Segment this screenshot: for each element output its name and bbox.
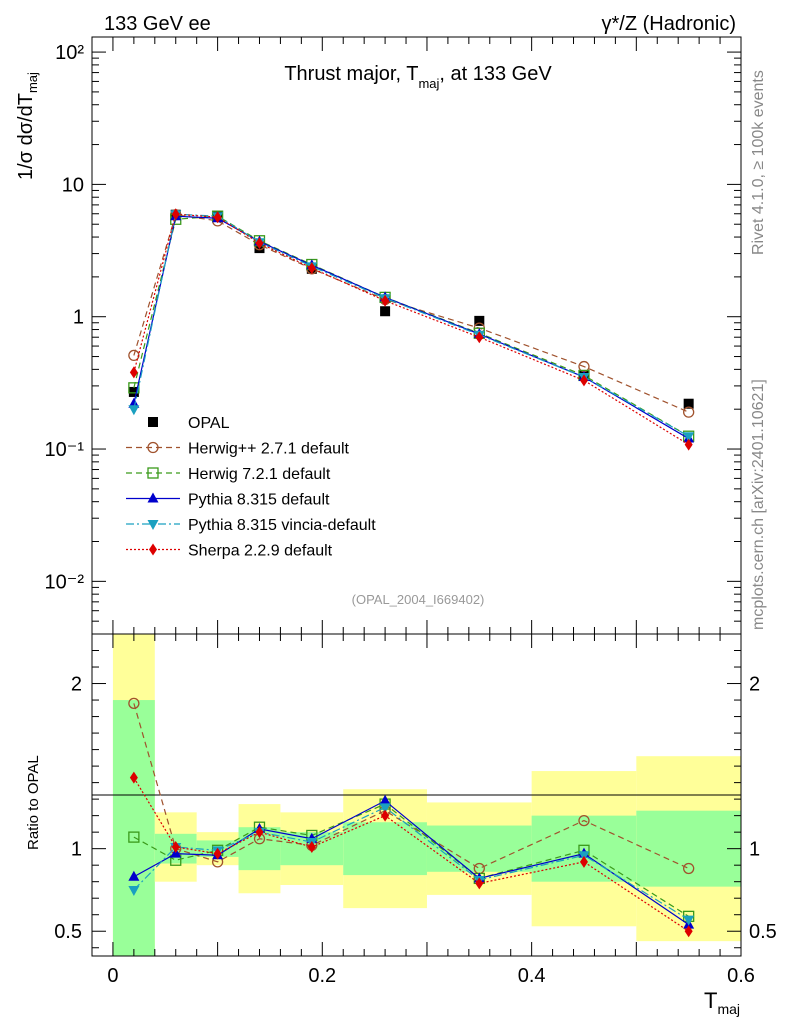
legend-label-2: Herwig 7.2.1 default <box>188 466 331 483</box>
main-panel: Thrust major, Tmaj, at 133 GeV 1/σ dσ/dT… <box>15 36 742 635</box>
ratio-series-5 <box>129 771 693 938</box>
legend-marker-0 <box>148 417 158 427</box>
main-point-s4-0 <box>128 405 140 416</box>
main-series-line-4 <box>133 213 689 437</box>
main-series-line-3 <box>133 215 689 440</box>
main-series-3 <box>128 210 695 443</box>
main-ylabel: 1/σ dσ/dTmaj <box>15 72 40 180</box>
main-ytick-label: 10 <box>62 174 84 196</box>
main-series-1 <box>128 209 695 418</box>
legend-label-5: Sherpa 2.2.9 default <box>188 543 333 560</box>
ratio-ytick-label-left: 2 <box>71 674 82 696</box>
legend-label-4: Pythia 8.315 vincia-default <box>188 517 376 534</box>
ratio-point-s5-4 <box>307 841 316 854</box>
main-point-s5-0 <box>129 366 138 379</box>
legend-marker-1 <box>147 441 159 454</box>
ratio-xlabel: Tmaj <box>704 988 740 1017</box>
ratio-point-s5-2 <box>213 847 222 860</box>
main-point-s5-6 <box>475 331 484 344</box>
main-point-s5-1 <box>171 208 180 221</box>
main-point-s0-8 <box>683 398 694 409</box>
ratio-panel: Ratio to OPAL Tmaj 0 0.2 0.4 0.6 2 2 1 1 0.5 0.5 <box>25 633 777 1017</box>
main-title: Thrust major, Tmaj, at 133 GeV <box>284 63 552 91</box>
main-point-s5-5 <box>381 294 390 307</box>
main-series-line-1 <box>133 214 689 413</box>
header-right: γ*/Z (Hadronic) <box>602 13 736 35</box>
main-ytick-label: 1 <box>73 307 84 329</box>
legend-marker-5 <box>149 543 157 556</box>
main-point-s1-8 <box>683 406 695 418</box>
legend-label-1: Herwig++ 2.7.1 default <box>188 441 350 458</box>
main-series-5 <box>129 208 693 451</box>
stat-band-bin-5 <box>343 822 427 876</box>
ratio-point-s5-1 <box>171 841 180 854</box>
stat-band-bin-0 <box>112 700 155 956</box>
main-point-s5-2 <box>213 211 222 224</box>
ratio-point-s5-5 <box>381 809 390 822</box>
main-point-s5-7 <box>579 374 588 387</box>
main-ytick-label: 10⁻² <box>45 571 85 593</box>
header-left: 133 GeV ee <box>104 13 211 35</box>
main-series-0 <box>128 209 694 409</box>
ratio-xtick-label: 0.6 <box>727 965 755 987</box>
main-series-line-2 <box>133 215 689 437</box>
legend-marker-3 <box>147 492 159 503</box>
ratio-point-s4-0 <box>128 885 140 896</box>
main-ytick-label: 10⁻¹ <box>45 439 85 461</box>
legend-label-0: OPAL <box>188 415 230 432</box>
ratio-point-s5-3 <box>255 826 264 839</box>
ratio-point-s4-5 <box>379 803 391 814</box>
ratio-point-s5-6 <box>475 877 484 890</box>
ratio-point-s1-7 <box>578 814 590 827</box>
watermark: (OPAL_2004_I669402) <box>352 592 485 607</box>
ratio-point-s5-8 <box>684 925 693 938</box>
legend-label-3: Pythia 8.315 default <box>188 492 330 509</box>
ratio-xtick-label: 0 <box>107 965 118 987</box>
ratio-ytick-label-right: 0.5 <box>749 921 777 943</box>
ratio-ytick-label-right: 2 <box>749 674 760 696</box>
ratio-point-s5-0 <box>129 771 138 784</box>
ratio-point-s4-8 <box>683 915 695 926</box>
main-point-s5-3 <box>255 237 264 250</box>
stat-band-bin-8 <box>636 810 741 887</box>
main-ytick-label: 10² <box>55 42 84 64</box>
side-text-bottom: mcplots.cern.ch [arXiv:2401.10621] <box>750 379 767 630</box>
main-point-s5-4 <box>307 262 316 275</box>
legend-marker-4 <box>147 520 159 530</box>
ratio-ytick-label-left: 0.5 <box>54 921 82 943</box>
ratio-point-s1-8 <box>683 862 695 875</box>
ratio-point-s5-7 <box>579 855 588 868</box>
ratio-xtick-label: 0.4 <box>518 965 546 987</box>
ratio-ytick-label-right: 1 <box>749 839 760 861</box>
ratio-point-s3-5 <box>379 794 391 805</box>
main-series <box>128 208 695 451</box>
ratio-xtick-label: 0.2 <box>308 965 336 987</box>
ratio-point-s3-0 <box>128 870 140 881</box>
main-point-s4-8 <box>683 432 695 443</box>
main-ticks: 10² 10 1 10⁻¹ 10⁻² <box>45 37 742 635</box>
main-point-s0-5 <box>380 306 391 317</box>
ratio-ylabel: Ratio to OPAL <box>25 755 42 850</box>
legend: OPAL Herwig++ 2.7.1 default Herwig 7.2.1 d… <box>126 415 376 560</box>
ratio-series <box>128 697 695 938</box>
legend-marker-2 <box>147 467 159 479</box>
main-series-2 <box>128 210 695 442</box>
ratio-ticks: 0 0.2 0.4 0.6 2 2 1 1 0.5 0.5 <box>54 633 777 987</box>
main-point-s0-6 <box>474 315 485 326</box>
main-series-line-5 <box>133 213 689 446</box>
main-point-s5-8 <box>684 438 693 451</box>
ratio-point-s2-0 <box>128 831 140 843</box>
ratio-point-s1-0 <box>128 697 140 710</box>
main-series-4 <box>128 210 695 443</box>
ratio-ytick-label-left: 1 <box>71 839 82 861</box>
side-text-top: Rivet 4.1.0, ≥ 100k events <box>750 70 767 255</box>
main-point-s0-0 <box>128 386 139 397</box>
